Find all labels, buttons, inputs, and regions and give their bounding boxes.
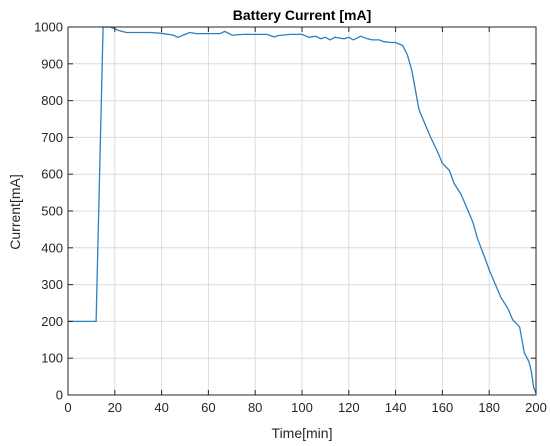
x-tick-label: 100 — [291, 400, 313, 415]
x-tick-label: 120 — [338, 400, 360, 415]
x-tick-label: 140 — [385, 400, 407, 415]
y-tick-label: 400 — [41, 240, 63, 255]
y-tick-label: 800 — [41, 93, 63, 108]
x-tick-labels: 0 20 40 60 80 100 120 140 160 180 200 — [64, 400, 546, 415]
x-tick-label: 200 — [525, 400, 547, 415]
y-tick-label: 900 — [41, 56, 63, 71]
x-tick-label: 0 — [64, 400, 71, 415]
x-tick-label: 40 — [154, 400, 168, 415]
y-tick-label: 700 — [41, 130, 63, 145]
y-tick-label: 500 — [41, 204, 63, 219]
y-tick-label: 100 — [41, 351, 63, 366]
y-tick-label: 200 — [41, 314, 63, 329]
y-tick-label: 1000 — [34, 20, 63, 35]
chart-title: Battery Current [mA] — [233, 7, 371, 23]
x-tick-label: 160 — [432, 400, 454, 415]
x-tick-label: 60 — [201, 400, 215, 415]
series-group — [68, 26, 537, 394]
x-tick-label: 20 — [108, 400, 122, 415]
x-tick-label: 80 — [248, 400, 262, 415]
y-tick-label: 600 — [41, 167, 63, 182]
y-tick-label: 300 — [41, 277, 63, 292]
grid-lines — [67, 26, 537, 396]
ticks — [67, 26, 537, 396]
y-tick-label: 0 — [56, 388, 63, 403]
y-axis-label: Current[mA] — [7, 174, 23, 249]
x-axis-label: Time[min] — [272, 425, 333, 441]
series-line — [68, 26, 537, 394]
x-tick-label: 180 — [478, 400, 500, 415]
y-tick-labels: 0 100 200 300 400 500 600 700 800 900 1000 — [34, 20, 63, 403]
